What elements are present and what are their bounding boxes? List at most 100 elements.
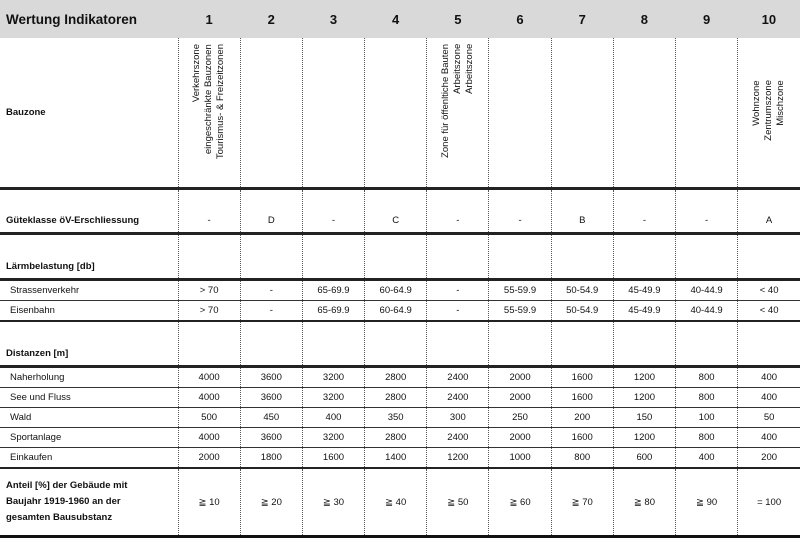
table-cell: B [550,188,614,235]
empty-cell [675,321,738,368]
row-label: Güteklasse öV-Erschliessung [0,188,179,235]
table-cell: - [301,188,365,235]
empty-cell [550,321,614,368]
header-row: Wertung Indikatoren 1 2 3 4 5 6 7 8 9 10 [0,0,800,38]
table-cell: 450 [239,407,303,428]
table-cell: - [488,188,552,235]
row-label: Einkaufen [0,447,179,469]
bauzone-cell [239,38,303,190]
table-cell: ≧ 90 [675,468,738,538]
table-cell: < 40 [737,300,800,322]
table-cell: > 70 [177,279,241,301]
table-title: Wertung Indikatoren [0,0,179,38]
label-line: gesamten Bausubstanz [6,512,113,523]
column-header: 1 [178,0,241,38]
row-label: Sportanlage [0,427,179,448]
table-cell: 2400 [426,366,489,388]
table-cell: 3600 [239,427,303,448]
zone-name: Verkehrszone [191,44,203,103]
table-cell: 2000 [488,366,552,388]
bauzone-cell [612,38,676,190]
empty-cell [426,233,489,281]
table-row: Einkaufen 2000 1800 1600 1400 1200 1000 800 600 4… [0,447,800,469]
table-cell: 3600 [239,366,303,388]
table-cell: 250 [488,407,552,428]
table-cell: 400 [737,427,800,448]
column-header: 6 [488,0,552,38]
empty-cell [177,321,241,368]
table-cell: 400 [301,407,365,428]
empty-cell [612,321,676,368]
table-cell: 200 [737,447,800,469]
anteil-row: Anteil [%] der Gebäude mit Baujahr 1919-1… [0,468,800,538]
table-cell: 2400 [426,387,489,408]
row-label: Eisenbahn [0,300,179,322]
label-line: Baujahr 1919-1960 an der [6,496,121,507]
empty-cell [488,321,552,368]
table-cell: 300 [426,407,489,428]
table-row: Strassenverkehr > 70-65-69.9 60-64.9-55-59… [0,279,800,301]
table-cell: ≧ 40 [364,468,427,538]
table-cell: D [239,188,303,235]
table-cell: 50-54.9 [550,279,614,301]
table-cell: 3600 [239,387,303,408]
table-cell: ≧ 80 [612,468,676,538]
table-row: Wald 500 450 400 350 300 250 200 150 100 50 [0,407,800,428]
table-cell: < 40 [737,279,800,301]
table-row: Eisenbahn > 70-65-69.9 60-64.9-55-59.9 50-5… [0,300,800,322]
table-row: Sportanlage 4000 3600 3200 2800 2400 2000 1600 1… [0,427,800,448]
bauzone-cell: Zone für öffenltiche Bauten Arbeitszone Ar… [426,38,489,190]
table-cell: 2800 [364,427,427,448]
empty-cell [301,321,365,368]
table-cell: 55-59.9 [488,279,552,301]
table-cell: 150 [612,407,676,428]
table-cell: 60-64.9 [364,279,427,301]
table-cell: 1200 [612,427,676,448]
section-label: Lärmbelastung [db] [0,233,179,281]
table-cell: 45-49.9 [612,300,676,322]
table-cell: ≧ 60 [488,468,552,538]
row-label: Strassenverkehr [0,279,179,301]
table-cell: 60-64.9 [364,300,427,322]
table-cell: - [675,188,738,235]
table-cell: 40-44.9 [675,300,738,322]
empty-cell [737,233,800,281]
table-cell: ≧ 30 [301,468,365,538]
section-label: Distanzen [m] [0,321,179,368]
table-cell: 40-44.9 [675,279,738,301]
row-label: Anteil [%] der Gebäude mit Baujahr 1919-1… [0,468,179,538]
table-cell: = 100 [737,468,800,538]
zone-name: Arbeitszone [463,44,475,95]
table-cell: 1800 [239,447,303,469]
empty-cell [177,233,241,281]
empty-cell [612,233,676,281]
rotated-zone-label: Zone für öffenltiche Bauten Arbeitszone Ar… [440,44,476,158]
table-cell: 1600 [550,427,614,448]
table-cell: - [426,300,489,322]
rotated-zone-label: Verkehrszone eingeschränkte Bauzonen Touri… [191,44,227,159]
table-cell: 600 [612,447,676,469]
table-cell: 500 [177,407,241,428]
table-cell: 4000 [177,387,241,408]
table-cell: 800 [675,366,738,388]
zone-name: eingeschränkte Bauzonen [203,44,215,154]
row-label: See und Fluss [0,387,179,408]
table-cell: 65-69.9 [301,279,365,301]
table-cell: 3200 [301,366,365,388]
table-cell: 1600 [301,447,365,469]
gueteklasse-row: Güteklasse öV-Erschliessung - D - C - - B - - A [0,188,800,235]
table-cell: 1200 [612,366,676,388]
bauzone-row: Bauzone Verkehrszone eingeschränkte Bauzon… [0,38,800,190]
table-cell: 1600 [550,387,614,408]
table-cell: 2400 [426,427,489,448]
table-cell: 2000 [488,427,552,448]
bauzone-cell: Verkehrszone eingeschränkte Bauzonen Touri… [177,38,241,190]
table-cell: - [239,279,303,301]
zone-name: Mischzone [775,80,787,126]
table-cell: 3200 [301,387,365,408]
empty-cell [364,233,427,281]
zone-name: Tourismus- & Freizeitzonen [215,44,227,160]
table-cell: ≧ 50 [426,468,489,538]
zone-name: Zone für öffenltiche Bauten [439,44,451,158]
